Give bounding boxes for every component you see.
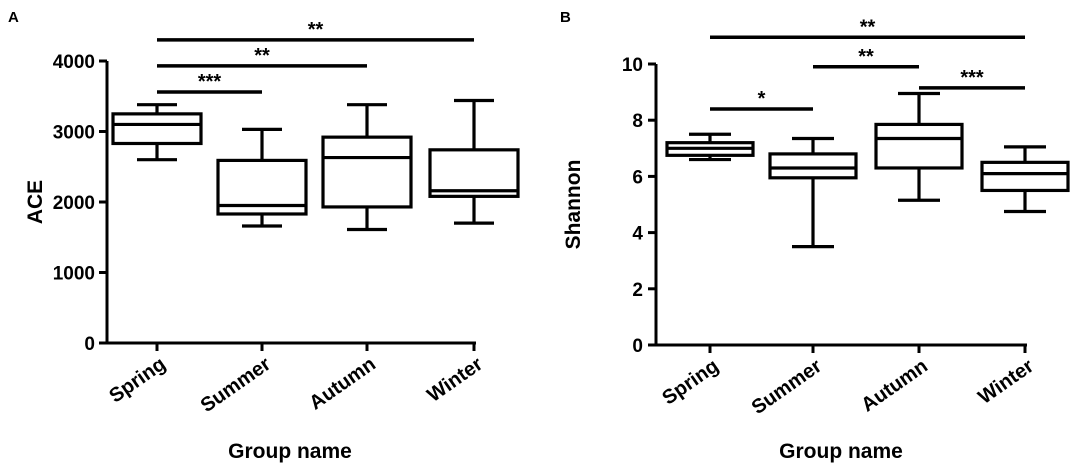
panel-b-y-tick-label: 2 <box>632 280 643 301</box>
panel-b-significance-label: * <box>758 88 766 110</box>
panel-b-significance-label: *** <box>960 67 984 89</box>
panel-b-letter: B <box>560 9 571 26</box>
box-iqr <box>980 160 1070 193</box>
panel-b-y-tick-label: 8 <box>632 111 643 132</box>
panel-a-box-summer <box>216 127 308 228</box>
panel-a-y-axis-title: ACE <box>24 180 47 224</box>
panel-a-letter: A <box>8 9 19 26</box>
box-iqr <box>111 112 203 146</box>
panel-b-box-winter <box>980 145 1070 214</box>
panel-b-significance-label: ** <box>860 16 876 38</box>
panel-b-y-tick-label: 4 <box>632 224 643 245</box>
panel-b-y-tick-label: 0 <box>632 336 643 357</box>
panel-a-category-label: Summer <box>197 353 275 417</box>
panel-a-significance-label: ** <box>254 45 270 67</box>
panel-a-category-label: Autumn <box>305 353 380 414</box>
box-iqr <box>428 148 520 198</box>
panel-a-significance-label: ** <box>308 19 324 41</box>
panel-b-box-autumn <box>874 91 964 202</box>
panel-b-box-spring <box>665 132 755 162</box>
panel-a-y-tick-label: 1000 <box>53 264 95 285</box>
panel-a-category-label: Spring <box>105 353 170 407</box>
panel-a: A 0 1000 2000 3000 4000 Spring Summer Autumn Wint… <box>8 9 520 463</box>
panel-b-box-summer <box>768 136 858 249</box>
panel-b-category-label: Autumn <box>857 355 932 416</box>
panel-b-category-label: Summer <box>748 355 826 419</box>
panel-b-significance-label: ** <box>858 46 874 68</box>
panel-b-y-tick-label: 6 <box>632 167 643 188</box>
box-iqr <box>216 158 308 216</box>
panel-a-category-label: Winter <box>423 353 487 407</box>
panel-a-y-tick-label: 0 <box>84 334 95 355</box>
box-iqr <box>874 122 964 170</box>
panel-a-box-winter <box>428 98 520 225</box>
panel-b-y-tick-label: 10 <box>622 55 643 76</box>
panel-a-y-tick-label: 4000 <box>53 52 95 73</box>
panel-b-category-label: Spring <box>658 355 723 409</box>
box-iqr <box>321 135 413 209</box>
panel-a-y-tick-label: 2000 <box>53 193 95 214</box>
panel-a-x-axis-title: Group name <box>228 440 352 463</box>
panel-b-y-axis-title: Shannon <box>562 160 585 250</box>
box-iqr <box>768 152 858 180</box>
panel-a-y-tick-label: 3000 <box>53 123 95 144</box>
panel-a-significance-label: *** <box>198 71 222 93</box>
panel-b-x-axis-title: Group name <box>779 440 903 463</box>
panel-a-box-spring <box>111 103 203 162</box>
panel-b-category-label: Winter <box>974 355 1038 409</box>
panel-a-box-autumn <box>321 103 413 232</box>
